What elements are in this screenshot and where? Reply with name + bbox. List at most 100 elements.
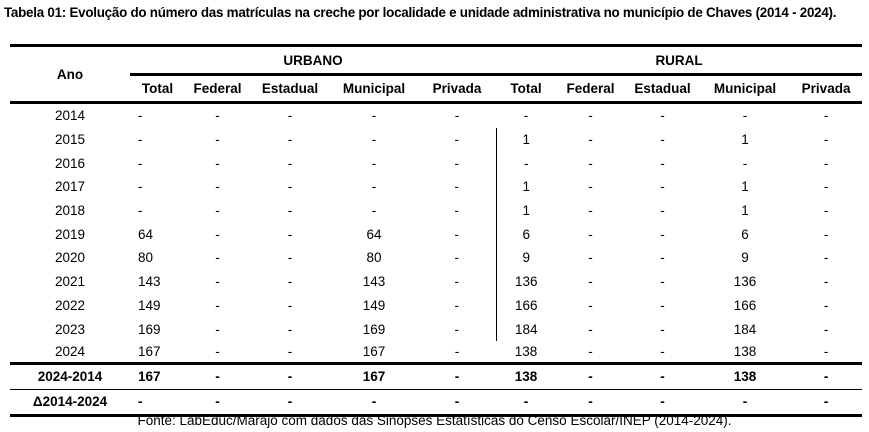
value-cell: -: [287, 274, 293, 290]
column-header-rural-privada: Privada: [790, 74, 863, 104]
value-cell: -: [454, 321, 460, 337]
value-cell: 184: [733, 321, 757, 337]
value-cell: -: [660, 343, 665, 359]
value-cell: 1: [495, 175, 557, 199]
value-cell: -: [823, 274, 829, 290]
column-header-rural-estadual: Estadual: [625, 74, 701, 104]
column-header-urbano-total: Total: [130, 74, 185, 104]
value-cell: -: [371, 132, 377, 148]
table-row: 2015 - - - - - 1 - - 1 -: [10, 127, 862, 152]
value-cell: 9: [495, 246, 557, 270]
value-cell: -: [454, 297, 460, 313]
value-cell: 169: [138, 321, 161, 337]
value-cell: 166: [495, 293, 557, 318]
value-cell: -: [138, 394, 143, 410]
column-header-rural-federal: Federal: [556, 74, 626, 104]
value-cell: -: [371, 108, 377, 124]
value-cell: -: [588, 343, 593, 359]
value-cell: -: [215, 343, 220, 359]
year-cell: 2019: [54, 226, 86, 242]
value-cell: -: [215, 108, 220, 124]
column-header-urbano-municipal: Municipal: [330, 74, 418, 104]
value-cell: -: [287, 203, 293, 219]
value-cell: -: [454, 250, 460, 266]
value-cell: -: [823, 132, 829, 148]
value-cell: -: [588, 179, 593, 195]
value-cell: -: [823, 179, 829, 195]
value-cell: -: [588, 274, 593, 290]
value-cell: 1: [495, 198, 557, 223]
column-header-urbano-federal: Federal: [185, 74, 250, 104]
value-cell: 167: [138, 343, 161, 359]
value-cell: -: [823, 250, 829, 266]
value-cell: -: [660, 132, 665, 148]
table-row: 2023 169 - - 169 - 184 - - 184 -: [10, 317, 862, 341]
value-cell: -: [418, 363, 497, 390]
value-cell: -: [138, 203, 143, 219]
value-cell: 80: [138, 250, 154, 266]
summary-row: Δ2014-2024 - - - - - - - - - -: [10, 389, 863, 416]
column-header-rural-total: Total: [496, 74, 557, 104]
value-cell: 167: [130, 363, 185, 390]
value-cell: 143: [362, 274, 386, 290]
year-cell: 2017: [54, 179, 86, 195]
value-cell: -: [371, 179, 377, 195]
value-cell: 136: [733, 274, 757, 290]
value-cell: -: [287, 155, 293, 171]
value-cell: -: [523, 394, 529, 410]
value-cell: -: [454, 226, 460, 242]
value-cell: -: [287, 297, 293, 313]
value-cell: -: [588, 226, 593, 242]
table-row: 2024 167 - - 167 - 138 - - 138 -: [10, 341, 862, 364]
value-cell: -: [588, 250, 593, 266]
value-cell: 167: [330, 363, 418, 390]
value-cell: -: [823, 226, 829, 242]
value-cell: -: [287, 226, 293, 242]
value-cell: -: [454, 108, 460, 124]
value-cell: -: [454, 132, 460, 148]
value-cell: 169: [362, 321, 386, 337]
value-cell: -: [742, 394, 748, 410]
value-cell: -: [138, 179, 143, 195]
value-cell: 143: [138, 274, 161, 290]
value-cell: -: [371, 394, 377, 410]
value-cell: -: [588, 155, 593, 171]
value-cell: 1: [741, 179, 749, 195]
value-cell: 9: [741, 250, 749, 266]
value-cell: -: [454, 155, 460, 171]
value-cell: -: [660, 274, 665, 290]
value-cell: 138: [700, 363, 791, 390]
value-cell: -: [556, 363, 626, 390]
value-cell: -: [454, 179, 460, 195]
column-header-urbano-estadual: Estadual: [250, 74, 330, 104]
value-cell: -: [215, 250, 220, 266]
summary-row: 2024-2014 167- -167-138- -138-: [10, 363, 863, 390]
value-cell: -: [790, 363, 863, 390]
year-cell: 2018: [54, 203, 86, 219]
table-row: 2020 80 - - 80 - 9 - - 9 -: [10, 246, 862, 270]
value-cell: -: [287, 250, 293, 266]
value-cell: -: [287, 321, 293, 337]
year-cell: 2024: [54, 343, 86, 359]
value-cell: -: [454, 343, 460, 359]
value-cell: -: [287, 343, 293, 359]
year-cell: 2023: [54, 321, 86, 337]
value-cell: -: [371, 155, 377, 171]
value-cell: 1: [495, 127, 557, 152]
value-cell: -: [660, 179, 665, 195]
value-cell: 167: [362, 343, 386, 359]
enrollment-table: Ano URBANO RURAL Total Federal Estadual Mun…: [10, 44, 863, 417]
value-cell: -: [215, 203, 220, 219]
value-cell: -: [215, 321, 220, 337]
table-row: 2021 143 - - 143 - 136 - - 136 -: [10, 269, 862, 294]
table-row: 2016 - - - - - - - - - -: [10, 151, 862, 176]
value-cell: -: [287, 108, 293, 124]
table-row: 2018 - - - - - 1 - - 1 -: [10, 198, 862, 223]
value-cell: -: [660, 226, 665, 242]
year-cell: 2015: [54, 132, 86, 148]
value-cell: -: [287, 394, 293, 410]
value-cell: -: [215, 179, 220, 195]
value-cell: -: [742, 155, 748, 171]
value-cell: -: [823, 108, 829, 124]
value-cell: -: [823, 394, 829, 410]
